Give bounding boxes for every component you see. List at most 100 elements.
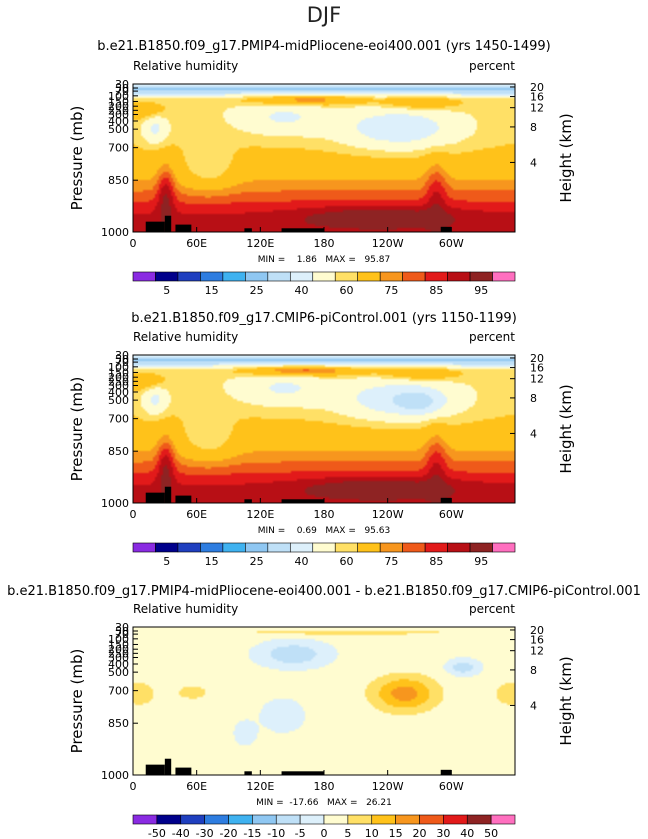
height-tick-label: 8 (530, 392, 537, 405)
colorbar-swatch (245, 271, 269, 282)
y-tick-label: 100 (108, 633, 129, 646)
colorbar-label: 30 (436, 827, 450, 839)
colorbar-label: 5 (163, 284, 170, 297)
y-tick-label: 50 (115, 353, 129, 366)
units-label: percent (469, 59, 515, 73)
topography-mask (281, 228, 324, 232)
colorbar-label: 40 (460, 827, 474, 839)
colorbar-swatch (469, 542, 493, 553)
x-tick-label: 60W (439, 780, 464, 793)
colorbar-label: 85 (429, 284, 443, 297)
x-tick-label: 60E (186, 508, 207, 521)
y-tick-label: 850 (108, 445, 129, 458)
colorbar-label: 85 (429, 555, 443, 568)
colorbar-swatch (395, 814, 420, 825)
colorbar-swatch (180, 814, 205, 825)
x-tick-label: 180 (314, 780, 335, 793)
height-axis-label: Height (km) (557, 113, 575, 202)
min-max-stats: MIN = 1.86 MAX = 95.87 (258, 255, 390, 265)
x-tick-label: 120W (372, 237, 404, 250)
y-axis-label: Pressure (mb) (68, 106, 86, 211)
x-tick-label: 120E (246, 780, 274, 793)
colorbar-swatch (132, 542, 156, 553)
topography-mask (175, 767, 192, 775)
x-tick-label: 120W (372, 508, 404, 521)
colorbar-swatch (334, 271, 359, 282)
colorbar-swatch (204, 814, 229, 825)
colorbar-label: 25 (250, 555, 264, 568)
chart-panel-3: b.e21.B1850.f09_g17.PMIP4-midPliocene-eo… (7, 584, 641, 839)
colorbar-swatch (155, 542, 179, 553)
colorbar-label: -40 (172, 827, 190, 839)
topography-mask (164, 486, 172, 503)
y-tick-label: 500 (108, 123, 129, 136)
y-tick-label: 300 (108, 379, 129, 392)
colorbar-swatch (200, 542, 224, 553)
y-tick-label: 30 (115, 349, 129, 362)
colorbar-label: 75 (384, 284, 398, 297)
height-tick-label: 8 (530, 121, 537, 134)
height-tick-label: 12 (530, 102, 544, 115)
y-tick-label: 1000 (101, 497, 129, 510)
colorbar-swatch (402, 542, 426, 553)
y-tick-label: 150 (108, 366, 129, 379)
topography-mask (440, 497, 452, 503)
height-axis-label: Height (km) (557, 656, 575, 745)
y-tick-label: 70 (115, 356, 129, 369)
colorbar-swatch (323, 814, 349, 825)
height-tick-label: 12 (530, 645, 544, 658)
height-tick-label: 4 (530, 427, 537, 440)
colorbar-label: 60 (339, 284, 353, 297)
y-tick-label: 1000 (101, 769, 129, 782)
colorbar-swatch (379, 542, 403, 553)
min-max-stats: MIN = 0.69 MAX = 95.63 (258, 526, 390, 536)
colorbar-label: 15 (205, 555, 219, 568)
colorbar-swatch (347, 814, 373, 825)
y-tick-label: 200 (108, 100, 129, 113)
y-tick-label: 400 (108, 386, 129, 399)
contour-field (133, 355, 515, 503)
colorbar-label: 15 (205, 284, 219, 297)
colorbar-label: 5 (344, 827, 351, 839)
height-tick-label: 8 (530, 664, 537, 677)
colorbar-swatch (402, 271, 426, 282)
height-tick-label: 4 (530, 699, 537, 712)
colorbar-swatch (466, 814, 492, 825)
colorbar-swatch (371, 814, 396, 825)
height-tick-label: 20 (530, 352, 544, 365)
x-tick-label: 180 (314, 237, 335, 250)
topography-mask (244, 228, 252, 232)
y-axis-label: Pressure (mb) (68, 377, 86, 482)
y-tick-label: 150 (108, 638, 129, 651)
x-tick-label: 180 (314, 508, 335, 521)
colorbar-swatch (419, 814, 444, 825)
colorbar-swatch (275, 814, 301, 825)
y-tick-label: 250 (108, 375, 129, 388)
height-tick-label: 20 (530, 624, 544, 637)
colorbar-label: 15 (389, 827, 403, 839)
y-tick-label: 50 (115, 625, 129, 638)
colorbar-swatch (156, 814, 182, 825)
colorbar-swatch (469, 271, 493, 282)
panel-title: b.e21.B1850.f09_g17.CMIP6-piControl.001 … (131, 311, 517, 326)
height-tick-label: 12 (530, 373, 544, 386)
colorbar-label: -50 (148, 827, 166, 839)
colorbar-swatch (289, 542, 314, 553)
y-tick-label: 150 (108, 95, 129, 108)
colorbar-swatch (289, 271, 314, 282)
y-tick-label: 300 (108, 651, 129, 664)
x-tick-label: 60W (439, 237, 464, 250)
colorbar-swatch (424, 542, 448, 553)
colorbar-swatch (267, 271, 291, 282)
topography-mask (145, 492, 165, 503)
y-tick-label: 700 (108, 142, 129, 155)
units-label: percent (469, 602, 515, 616)
y-tick-label: 50 (115, 82, 129, 95)
y-tick-label: 30 (115, 78, 129, 91)
y-tick-label: 200 (108, 643, 129, 656)
y-tick-label: 300 (108, 108, 129, 121)
colorbar-label: -30 (196, 827, 214, 839)
y-tick-label: 500 (108, 666, 129, 679)
colorbar-swatch (443, 814, 468, 825)
colorbar-swatch (222, 271, 246, 282)
